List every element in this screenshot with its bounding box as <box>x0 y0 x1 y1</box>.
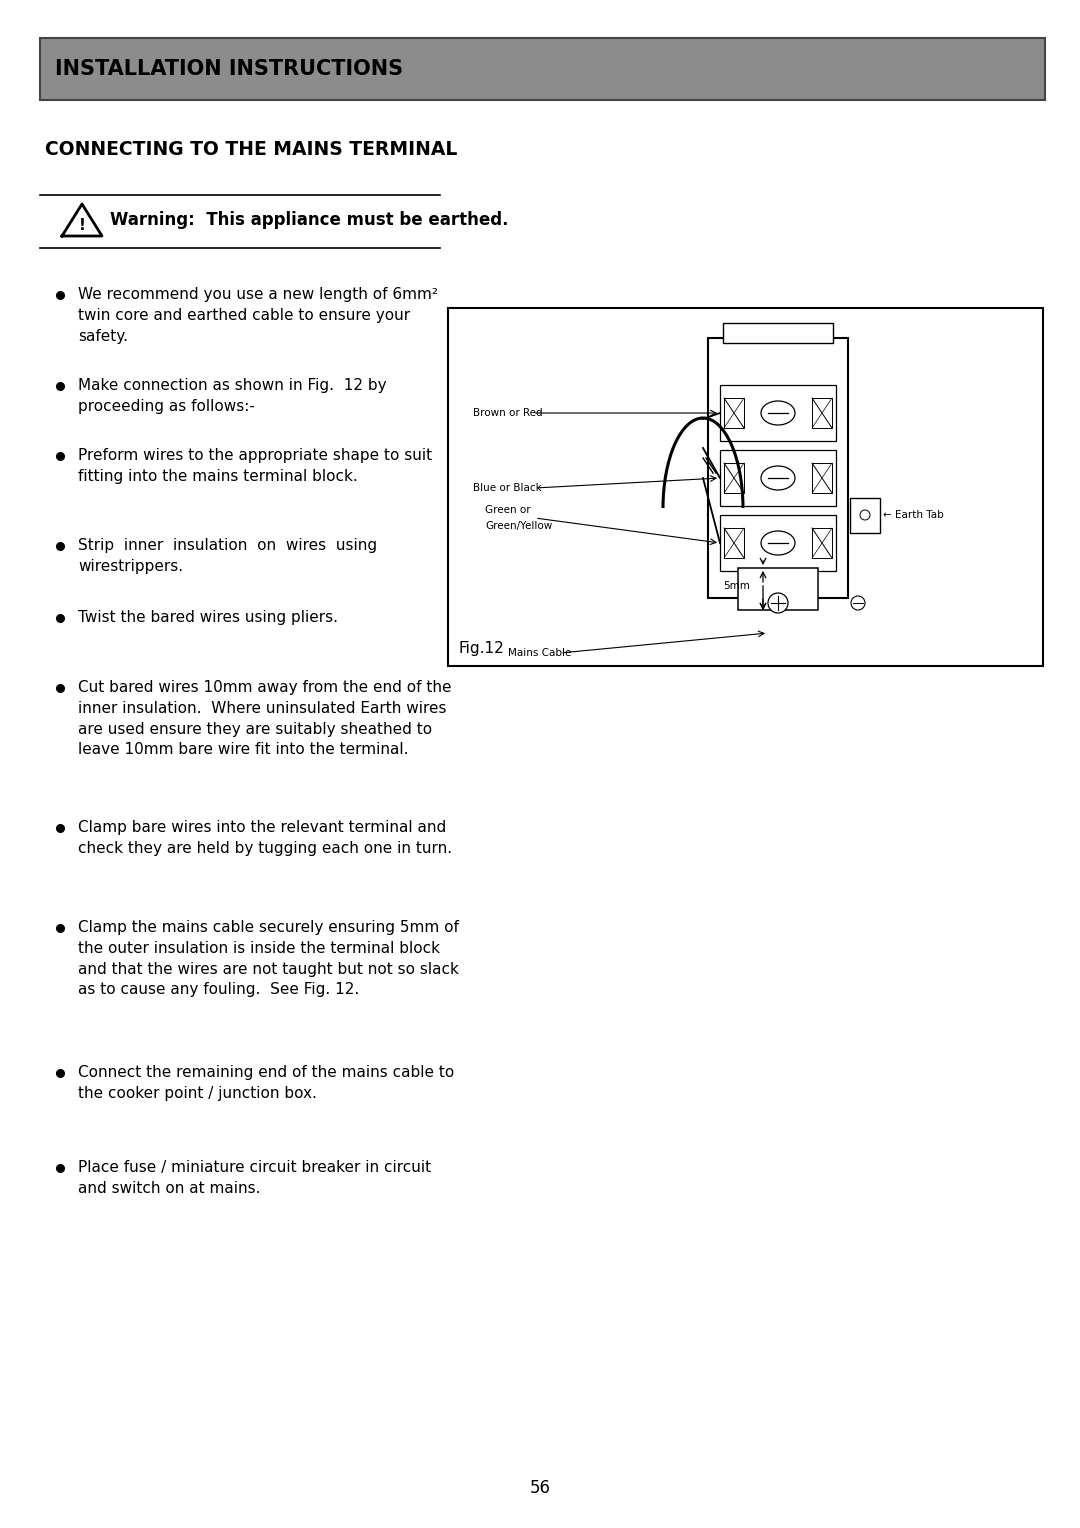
Text: Green or: Green or <box>485 504 530 515</box>
Bar <box>812 529 832 558</box>
Bar <box>720 385 836 442</box>
Text: Fig.12: Fig.12 <box>458 642 503 656</box>
Bar <box>448 309 1043 666</box>
Text: Brown or Red: Brown or Red <box>473 408 542 419</box>
Bar <box>812 463 832 494</box>
Text: Cut bared wires 10mm away from the end of the
inner insulation.  Where uninsulat: Cut bared wires 10mm away from the end o… <box>78 680 451 758</box>
Ellipse shape <box>851 596 865 610</box>
Text: Mains Cable: Mains Cable <box>508 648 571 659</box>
Bar <box>723 322 833 342</box>
Text: Warning:  This appliance must be earthed.: Warning: This appliance must be earthed. <box>110 211 509 229</box>
Ellipse shape <box>761 466 795 490</box>
Text: Blue or Black: Blue or Black <box>473 483 542 494</box>
Text: Twist the bared wires using pliers.: Twist the bared wires using pliers. <box>78 610 338 625</box>
Bar <box>724 529 744 558</box>
Text: We recommend you use a new length of 6mm²
twin core and earthed cable to ensure : We recommend you use a new length of 6mm… <box>78 287 438 344</box>
Bar <box>724 463 744 494</box>
Bar <box>720 451 836 506</box>
Bar <box>738 568 818 610</box>
Ellipse shape <box>860 510 870 520</box>
Bar <box>812 397 832 428</box>
Text: 56: 56 <box>529 1479 551 1497</box>
Text: 5mm: 5mm <box>723 581 750 591</box>
Text: ← Earth Tab: ← Earth Tab <box>883 510 944 520</box>
Text: Strip  inner  insulation  on  wires  using
wirestrippers.: Strip inner insulation on wires using wi… <box>78 538 377 573</box>
Text: Green/Yellow: Green/Yellow <box>485 521 552 532</box>
Text: INSTALLATION INSTRUCTIONS: INSTALLATION INSTRUCTIONS <box>55 60 403 79</box>
Text: Place fuse / miniature circuit breaker in circuit
and switch on at mains.: Place fuse / miniature circuit breaker i… <box>78 1160 431 1196</box>
Ellipse shape <box>761 400 795 425</box>
Text: Connect the remaining end of the mains cable to
the cooker point / junction box.: Connect the remaining end of the mains c… <box>78 1065 455 1100</box>
Text: !: ! <box>79 219 85 234</box>
Text: Preform wires to the appropriate shape to suit
fitting into the mains terminal b: Preform wires to the appropriate shape t… <box>78 448 432 484</box>
Bar <box>850 498 880 533</box>
Text: Make connection as shown in Fig.  12 by
proceeding as follows:-: Make connection as shown in Fig. 12 by p… <box>78 377 387 414</box>
Bar <box>708 338 848 597</box>
Bar <box>724 397 744 428</box>
Text: Clamp bare wires into the relevant terminal and
check they are held by tugging e: Clamp bare wires into the relevant termi… <box>78 821 453 856</box>
Text: CONNECTING TO THE MAINS TERMINAL: CONNECTING TO THE MAINS TERMINAL <box>45 141 457 159</box>
Ellipse shape <box>761 532 795 555</box>
Text: Clamp the mains cable securely ensuring 5mm of
the outer insulation is inside th: Clamp the mains cable securely ensuring … <box>78 920 459 998</box>
Bar <box>40 38 1045 99</box>
Ellipse shape <box>768 593 788 613</box>
Bar <box>720 515 836 571</box>
